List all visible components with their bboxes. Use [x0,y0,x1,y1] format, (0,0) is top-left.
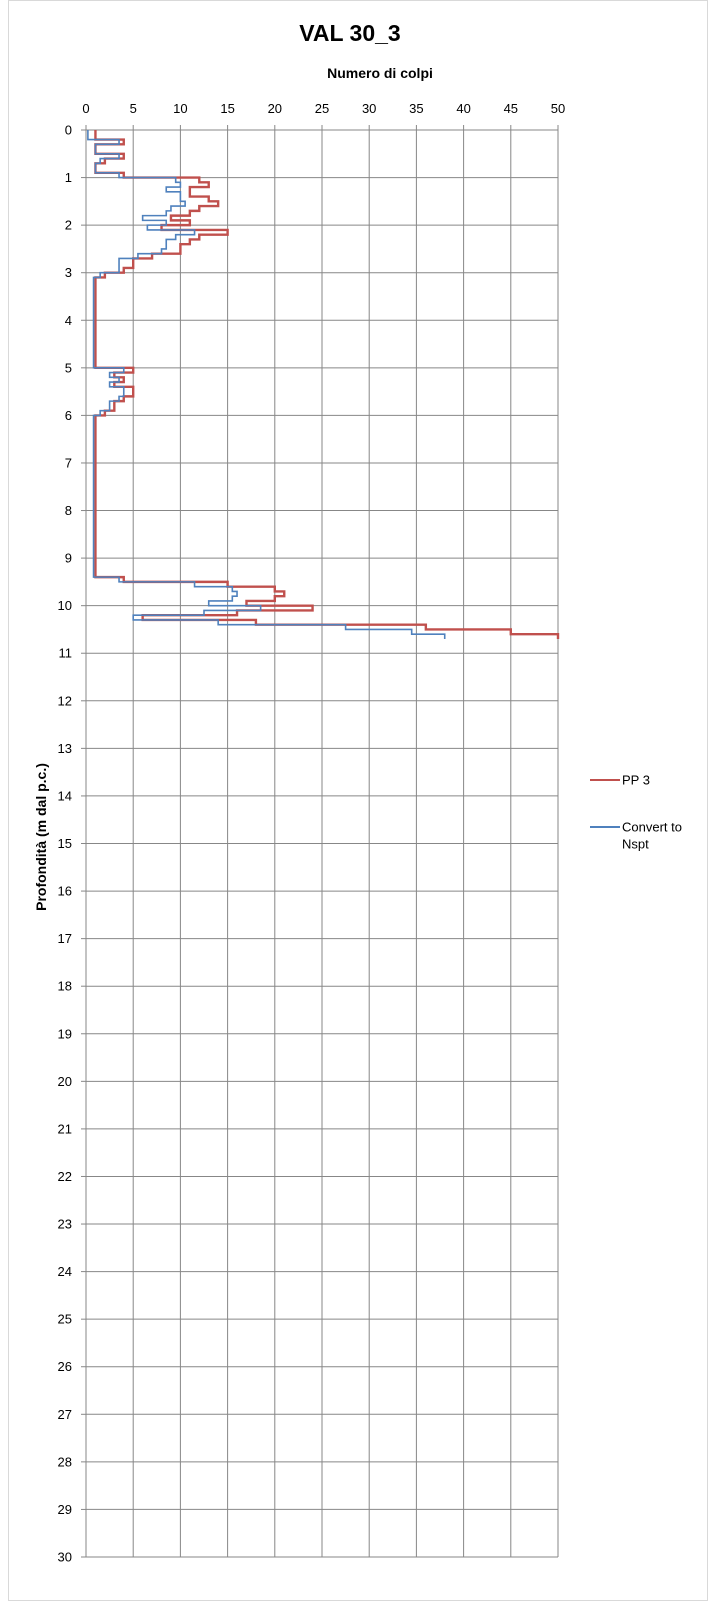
y-tick-label: 24 [58,1264,72,1279]
x-tick-label: 20 [268,101,282,116]
y-tick-label: 14 [58,788,72,803]
chart-title: VAL 30_3 [299,20,400,46]
y-tick-label: 7 [65,455,72,470]
y-tick-label: 4 [65,313,72,328]
y-tick-label: 20 [58,1074,72,1089]
y-tick-label: 30 [58,1550,72,1565]
y-tick-label: 13 [58,741,72,756]
x-tick-label: 50 [551,101,565,116]
y-tick-label: 23 [58,1217,72,1232]
y-tick-label: 9 [65,551,72,566]
y-tick-label: 16 [58,884,72,899]
y-tick-label: 3 [65,265,72,280]
y-tick-label: 19 [58,1026,72,1041]
y-tick-label: 5 [65,360,72,375]
y-tick-label: 12 [58,693,72,708]
y-tick-label: 15 [58,836,72,851]
x-tick-label: 30 [362,101,376,116]
y-tick-label: 6 [65,408,72,423]
y-tick-label: 0 [65,123,72,138]
tick-labels: 0 5 10 15 20 25 30 35 40 45 5001234567891011121314… [58,101,566,1565]
y-tick-label: 10 [58,598,72,613]
y-tick-label: 8 [65,503,72,518]
x-tick-label: 40 [456,101,470,116]
x-tick-label: 0 [82,101,89,116]
y-tick-label: 2 [65,218,72,233]
y-tick-label: 28 [58,1454,72,1469]
y-axis-title: Profondità (m dal p.c.) [33,763,49,911]
series-layer [87,130,560,639]
x-tick-label: 10 [173,101,187,116]
y-tick-label: 21 [58,1121,72,1136]
x-tick-label: 45 [504,101,518,116]
y-tick-label: 26 [58,1359,72,1374]
y-tick-label: 17 [58,931,72,946]
legend: PP 3 Convert to Nspt [590,773,682,852]
y-tick-label: 11 [59,646,73,661]
y-tick-label: 18 [58,979,72,994]
y-tick-label: 25 [58,1312,72,1327]
x-tick-label: 35 [409,101,423,116]
grid [81,125,559,1558]
y-tick-label: 27 [58,1407,72,1422]
x-tick-label: 25 [315,101,329,116]
legend-label-pp3: PP 3 [622,773,650,788]
series-line-pp3 [94,130,560,639]
y-tick-label: 29 [58,1502,72,1517]
x-axis-title: Numero di colpi [327,65,433,81]
series-line-nspt [87,130,446,639]
legend-label-nspt: Convert to Nspt [622,820,682,852]
x-tick-label: 15 [220,101,234,116]
y-tick-label: 22 [58,1169,72,1184]
y-tick-label: 1 [65,170,72,185]
x-tick-label: 5 [130,101,137,116]
